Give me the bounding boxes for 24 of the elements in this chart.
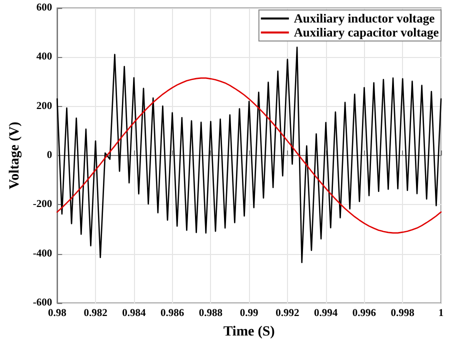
x-tick-label: 0.992 xyxy=(276,308,300,319)
x-tick-label: 0.98 xyxy=(48,308,66,319)
legend-label: Auxiliary inductor voltage xyxy=(294,12,436,26)
y-tick-label: 600 xyxy=(36,2,52,14)
y-tick-label: 200 xyxy=(36,100,52,112)
y-tick-label: -400 xyxy=(32,248,52,260)
line-series xyxy=(56,77,442,234)
x-tick-label: 0.994 xyxy=(314,308,338,319)
x-tick-label: 1 xyxy=(438,308,444,319)
y-tick-label: 400 xyxy=(36,52,52,63)
legend-label: Auxiliary capacitor voltage xyxy=(294,26,440,40)
x-tick-label: 0.988 xyxy=(198,308,222,319)
x-tick-label: 0.99 xyxy=(240,308,258,319)
y-tick-label: 0 xyxy=(46,150,52,161)
x-tick-label: 0.998 xyxy=(390,308,414,319)
x-tick-label: 0.996 xyxy=(352,308,376,319)
x-tick-label: 0.984 xyxy=(122,308,146,319)
y-tick-label: -600 xyxy=(32,298,52,308)
y-axis-title: Voltage (V) xyxy=(8,121,22,190)
x-axis-title: Time (S) xyxy=(223,324,276,340)
line-series xyxy=(56,46,442,264)
x-tick-label: 0.982 xyxy=(84,308,108,319)
x-tick-label: 0.986 xyxy=(160,308,184,319)
y-tick-label: -200 xyxy=(32,199,52,210)
